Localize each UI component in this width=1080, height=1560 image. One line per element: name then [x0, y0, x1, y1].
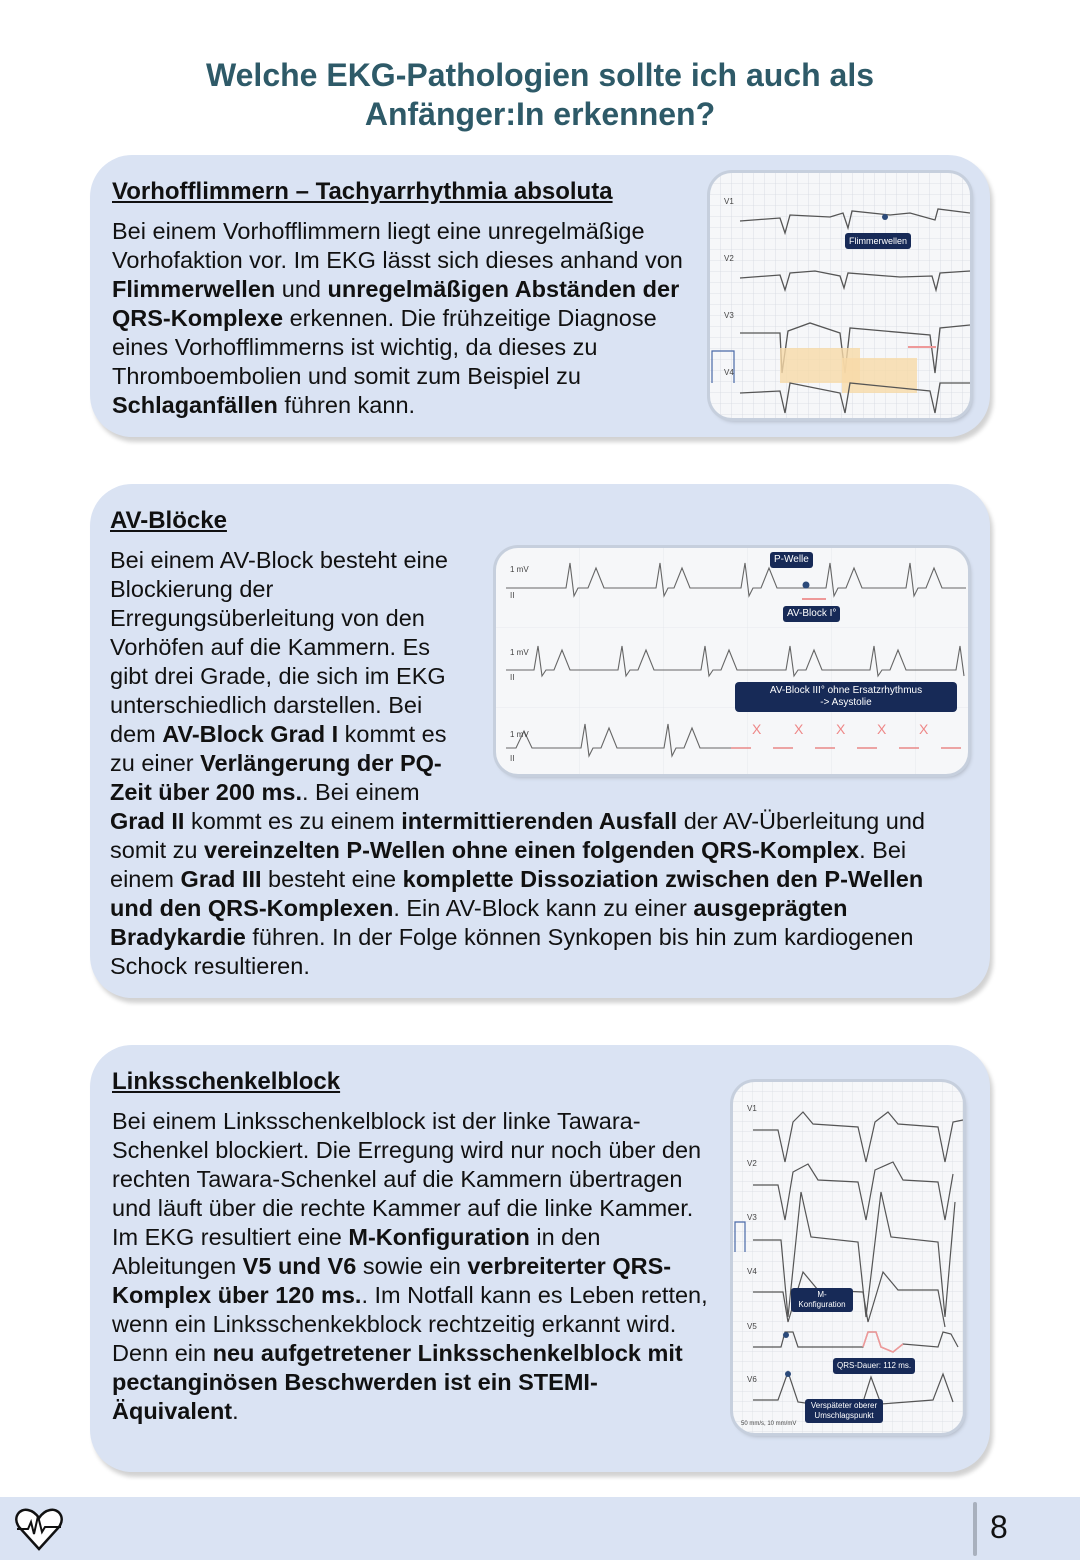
ekg-trace-lsb — [733, 1082, 963, 1433]
section-heading: AV-Blöcke — [110, 507, 227, 534]
lead-label: V6 — [747, 1375, 757, 1384]
text-segment: in den Ableitungen — [112, 1224, 601, 1279]
missing-qrs-mark: X — [752, 721, 762, 737]
bold-text: unregelmäßigen Abständen der QRS-Komplex… — [112, 276, 680, 331]
lead-label: V4 — [747, 1267, 757, 1276]
text-segment: führen kann. — [277, 392, 416, 418]
section-card-linksschenkelblock: Linksschenkelblock Bei einem Linksschenk… — [90, 1045, 990, 1472]
section-paragraph: Bei einem Vorhofflimmern liegt eine unre… — [112, 217, 702, 420]
page-title-line2: Anfänger:In erkennen? — [364, 96, 716, 132]
lead-label: V3 — [724, 311, 734, 320]
annotation-qrs-dauer: QRS-Dauer: 112 ms. — [833, 1358, 916, 1374]
bold-text: vereinzelten P-Wellen ohne einen folgend… — [204, 837, 860, 863]
scale-label: 1 mV — [510, 648, 529, 657]
lead-label: V3 — [747, 1213, 757, 1222]
bold-text: intermittierenden Ausfall — [401, 808, 678, 834]
lead-label: V2 — [724, 254, 734, 263]
text-segment: führen. In der Folge können Synkopen bis… — [110, 924, 914, 979]
page-number: 8 — [990, 1509, 1008, 1545]
section-card-vorhofflimmern: Vorhofflimmern – Tachyarrhythmia absolut… — [90, 155, 990, 437]
text-segment: . Bei einem — [110, 837, 907, 892]
text-segment: erkennen. Die frühzeitige Diagnose eines… — [112, 305, 657, 389]
ekg-figure-av-block: 1 mV II 1 mV II 1 mV II P-Welle AV-Block… — [496, 548, 968, 774]
lead-label: II — [510, 673, 515, 682]
text-segment: Bei einem AV-Block besteht eine Blockier… — [110, 547, 448, 747]
lead-label: V5 — [747, 1322, 757, 1331]
bold-text: ausgeprägten Bradykardie — [110, 895, 848, 950]
lead-label: II — [510, 754, 515, 763]
bold-text: V5 und V6 — [242, 1253, 357, 1279]
text-segment: Bei einem Linksschenkelblock ist der lin… — [112, 1108, 702, 1250]
ekg-figure-lsb: V1 V2 V3 V4 V5 V6 M-Konfiguration QRS-Da… — [733, 1082, 963, 1433]
missing-qrs-mark: X — [919, 721, 929, 737]
annotation-av-block-1: AV-Block I° — [783, 606, 841, 622]
text-segment: sowie ein — [356, 1253, 468, 1279]
text-segment: . Im Notfall kann es Leben retten, wenn … — [112, 1282, 708, 1366]
lead-label: V1 — [747, 1104, 757, 1113]
bold-text: Schlaganfällen — [112, 392, 278, 418]
bold-text: M-Konfiguration — [348, 1224, 530, 1250]
annotation-p-welle: P-Welle — [770, 552, 813, 568]
section-card-av-bloecke: AV-Blöcke 1 mV II 1 mV II 1 mV II P-Well… — [90, 484, 990, 998]
bold-text: Grad III — [180, 866, 262, 892]
lead-label: V1 — [724, 197, 734, 206]
annotation-line: -> Asystolie — [820, 697, 872, 708]
section-heading: Vorhofflimmern – Tachyarrhythmia absolut… — [112, 178, 613, 205]
text-segment: . Ein AV-Block kann zu einer — [393, 895, 694, 921]
footer-divider — [973, 1502, 977, 1556]
missing-qrs-mark: X — [877, 721, 887, 737]
missing-qrs-mark: X — [836, 721, 846, 737]
lead-label: V2 — [747, 1159, 757, 1168]
annotation-flimmerwellen: Flimmerwellen — [845, 233, 912, 249]
figure-footnote: 50 mm/s, 10 mm/mV — [741, 1421, 797, 1427]
lead-label: II — [510, 591, 515, 600]
bold-text: Grad II — [110, 808, 185, 834]
ekg-figure-vorhofflimmern: V1 V2 V3 V4 Flimmerwellen — [710, 173, 970, 418]
section-heading: Linksschenkelblock — [112, 1068, 341, 1095]
lead-label: V4 — [724, 368, 734, 377]
bold-text: Verlängerung der PQ-Zeit über 200 ms. — [110, 750, 442, 805]
text-segment: und — [275, 276, 328, 302]
section-paragraph: Bei einem Linksschenkelblock ist der lin… — [112, 1107, 722, 1426]
text-segment: kommt es zu einer — [110, 721, 447, 776]
text-segment: der AV-Überleitung und somit zu — [110, 808, 925, 863]
ekg-trace-av-block — [496, 548, 968, 774]
scale-label: 1 mV — [510, 565, 529, 574]
text-segment: kommt es zu einem — [184, 808, 402, 834]
bold-text: Flimmerwellen — [112, 276, 276, 302]
text-segment: Bei einem Vorhofflimmern liegt eine unre… — [112, 218, 683, 273]
annotation-av-block-3: AV-Block III° ohne Ersatzrhythmus -> Asy… — [735, 682, 957, 712]
page-title: Welche EKG-Pathologien sollte ich auch a… — [0, 56, 1080, 134]
annotation-umschlagspunkt: Verspäteter oberer Umschlagspunkt — [805, 1399, 883, 1423]
text-segment: . Bei einem — [302, 779, 420, 805]
text-segment: besteht eine — [261, 866, 403, 892]
bold-text: verbreiterter QRS-Komplex über 120 ms. — [112, 1253, 672, 1308]
page-footer: 8 — [0, 1497, 1080, 1560]
annotation-line: AV-Block III° ohne Ersatzrhythmus — [769, 685, 923, 696]
annotation-m-konfiguration: M-Konfiguration — [791, 1288, 853, 1312]
section-paragraph: Bei einem AV-Block besteht eine Blockier… — [110, 546, 968, 981]
ekg-trace-af — [710, 173, 970, 418]
bold-text: komplette Dissoziation zwischen den P-We… — [110, 866, 924, 921]
missing-qrs-mark: X — [794, 721, 804, 737]
bold-text: neu aufgetretener Linksschenkelblock mit… — [112, 1340, 683, 1424]
page-title-line1: Welche EKG-Pathologien sollte ich auch a… — [206, 57, 874, 93]
text-segment: . — [232, 1398, 239, 1424]
heart-pulse-icon — [14, 1507, 64, 1558]
scale-label: 1 mV — [510, 730, 529, 739]
bold-text: AV-Block Grad I — [162, 721, 339, 747]
